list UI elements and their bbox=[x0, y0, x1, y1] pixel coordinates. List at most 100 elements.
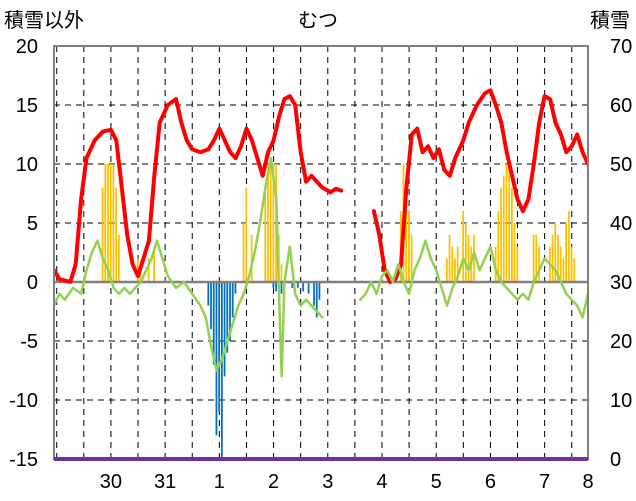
bar bbox=[448, 234, 451, 282]
bar bbox=[535, 234, 538, 282]
bar bbox=[551, 234, 554, 282]
right-tick-label: 70 bbox=[610, 36, 632, 58]
left-tick-label: 0 bbox=[27, 272, 38, 294]
bar bbox=[570, 246, 573, 282]
bar bbox=[532, 234, 535, 282]
x-tick-label: 2 bbox=[268, 471, 279, 493]
left-axis-ticks: 20 15 10 5 0 -5 -10 -15 bbox=[9, 36, 38, 471]
bar bbox=[313, 282, 315, 306]
x-tick-label: 3 bbox=[322, 471, 333, 493]
x-tick-label: 4 bbox=[376, 471, 387, 493]
grid-lines bbox=[54, 46, 588, 459]
bar bbox=[215, 282, 218, 436]
left-tick-label: -15 bbox=[9, 449, 38, 471]
bar bbox=[538, 246, 540, 282]
temperature-line bbox=[359, 239, 588, 319]
left-tick-label: -5 bbox=[20, 331, 38, 353]
bar bbox=[557, 234, 559, 282]
right-tick-label: 20 bbox=[610, 331, 632, 353]
bar bbox=[511, 187, 513, 282]
bar bbox=[267, 164, 269, 282]
bar bbox=[454, 258, 456, 282]
left-tick-label: -10 bbox=[9, 390, 38, 412]
bar bbox=[473, 234, 475, 282]
bar bbox=[318, 282, 321, 300]
bar bbox=[231, 282, 234, 318]
bar bbox=[275, 282, 277, 292]
bar bbox=[269, 164, 272, 282]
bar bbox=[513, 223, 516, 282]
bar bbox=[451, 246, 454, 282]
x-axis-ticks: 30 31 1 2 3 4 5 6 7 8 bbox=[100, 471, 594, 493]
snow-depth-line bbox=[371, 88, 588, 284]
x-tick-label: 7 bbox=[539, 471, 550, 493]
bar bbox=[497, 211, 500, 282]
bar bbox=[139, 270, 142, 282]
plot-frame bbox=[53, 45, 589, 460]
bar bbox=[212, 282, 215, 365]
bar bbox=[104, 164, 107, 282]
bar bbox=[280, 282, 283, 294]
bar bbox=[117, 234, 120, 282]
bar bbox=[456, 246, 459, 282]
left-tick-label: 20 bbox=[16, 36, 38, 58]
x-tick-label: 8 bbox=[582, 471, 593, 493]
bar bbox=[633, 247, 635, 282]
bar bbox=[408, 211, 410, 282]
right-axis-title: 積雪 bbox=[590, 10, 630, 32]
bar bbox=[272, 282, 275, 288]
bar bbox=[405, 187, 408, 282]
right-tick-label: 10 bbox=[610, 390, 632, 412]
bar bbox=[250, 234, 253, 282]
bar bbox=[115, 187, 118, 282]
bar bbox=[218, 282, 221, 412]
line-series bbox=[54, 88, 588, 378]
bar bbox=[242, 223, 245, 282]
bar bbox=[296, 282, 299, 288]
bar bbox=[508, 164, 511, 282]
bar bbox=[220, 282, 223, 459]
bar bbox=[112, 164, 115, 282]
bar bbox=[234, 282, 237, 294]
right-tick-label: 0 bbox=[610, 449, 621, 471]
bar bbox=[302, 282, 305, 292]
bar bbox=[467, 234, 470, 282]
temperature-line bbox=[54, 156, 324, 378]
bar bbox=[272, 164, 275, 282]
left-axis-title: 積雪以外 bbox=[4, 10, 84, 32]
bar bbox=[210, 282, 212, 330]
right-tick-label: 50 bbox=[610, 154, 632, 176]
x-tick-label: 6 bbox=[485, 471, 496, 493]
bar bbox=[445, 258, 448, 282]
bar bbox=[245, 187, 248, 282]
right-tick-label: 60 bbox=[610, 95, 632, 117]
bar bbox=[559, 246, 562, 282]
x-tick-label: 5 bbox=[431, 471, 442, 493]
bar bbox=[410, 234, 413, 282]
left-tick-label: 10 bbox=[16, 154, 38, 176]
bar bbox=[226, 282, 229, 353]
bar-series bbox=[101, 164, 635, 459]
x-tick-label: 30 bbox=[100, 471, 122, 493]
bar bbox=[502, 175, 505, 282]
x-tick-label: 1 bbox=[214, 471, 225, 493]
bar bbox=[107, 164, 109, 282]
bar bbox=[109, 164, 112, 282]
bar bbox=[153, 246, 155, 282]
bar bbox=[315, 282, 318, 318]
bar bbox=[207, 282, 210, 306]
bar bbox=[554, 223, 557, 282]
chart-title: むつ bbox=[298, 10, 338, 32]
left-tick-label: 15 bbox=[16, 95, 38, 117]
bar bbox=[280, 264, 283, 282]
bar bbox=[264, 187, 267, 282]
bar bbox=[101, 187, 104, 282]
right-tick-label: 30 bbox=[610, 272, 632, 294]
right-axis-ticks: 70 60 50 40 30 20 10 0 bbox=[610, 36, 632, 471]
bar bbox=[567, 211, 570, 282]
bar bbox=[565, 223, 567, 282]
bar bbox=[464, 223, 467, 282]
bar bbox=[147, 258, 150, 282]
bar bbox=[291, 282, 294, 288]
